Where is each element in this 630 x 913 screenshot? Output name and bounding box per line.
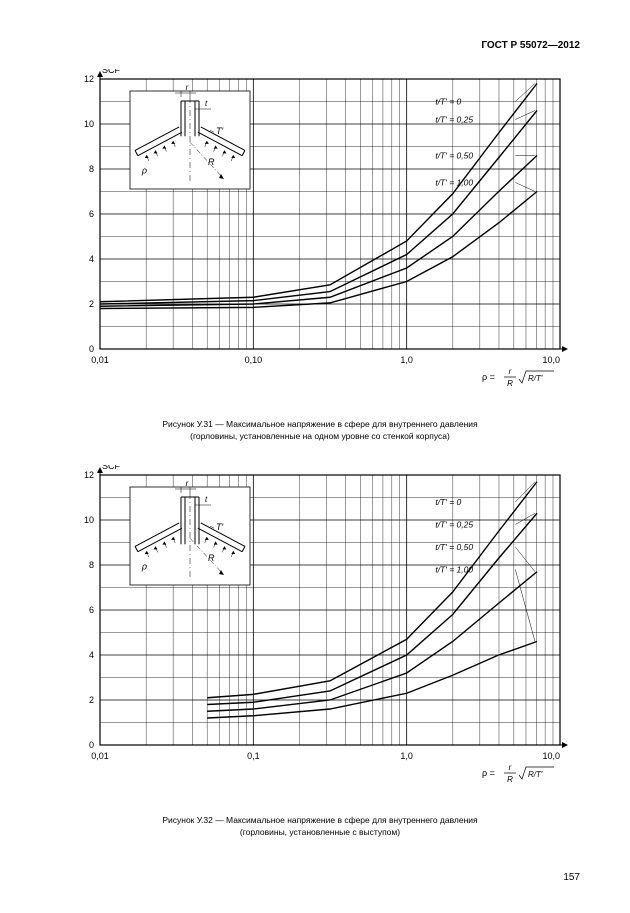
svg-text:12: 12 [84,74,94,84]
svg-text:4: 4 [89,650,94,660]
svg-text:t/T′ = 0,25: t/T′ = 0,25 [435,519,473,529]
svg-text:0,01: 0,01 [91,751,109,761]
svg-text:R/T′: R/T′ [528,770,543,779]
svg-text:6: 6 [89,209,94,219]
chart-y32: 024681012SCF0,010,11,010,0ρ = rRR/T′t/T′… [60,465,580,805]
svg-text:0,1: 0,1 [247,751,260,761]
svg-text:t/T′ = 1,00: t/T′ = 1,00 [435,564,473,574]
svg-text:t/T′ = 0,50: t/T′ = 0,50 [435,151,473,161]
caption-line2: (горловины, установленные с выступом) [240,827,400,837]
caption-line2: (горловины, установленные на одном уровн… [190,431,450,441]
svg-text:t/T′ = 0: t/T′ = 0 [435,97,461,107]
svg-text:2: 2 [89,695,94,705]
svg-text:R: R [507,775,513,784]
svg-text:t/T′ = 0,50: t/T′ = 0,50 [435,542,473,552]
svg-text:t/T′ = 0: t/T′ = 0 [435,497,461,507]
svg-text:r: r [509,367,512,376]
chart-y31-caption: Рисунок У.31 — Максимальное напряжение в… [60,419,580,443]
svg-text:R/T′: R/T′ [528,374,543,383]
svg-text:ρ: ρ [141,166,147,176]
svg-text:0: 0 [89,740,94,750]
svg-text:t/T′ = 0,25: t/T′ = 0,25 [435,115,473,125]
svg-text:1,0: 1,0 [400,751,413,761]
svg-text:R: R [507,379,513,388]
svg-text:8: 8 [89,560,94,570]
svg-text:0,10: 0,10 [245,355,263,365]
page: ГОСТ Р 55072—2012 024681012SCF0,010,101,… [0,0,630,913]
page-number: 157 [563,872,580,883]
svg-text:T′: T′ [216,522,223,532]
caption-line1: Рисунок У.32 — Максимальное напряжение в… [162,815,477,825]
svg-text:t/T′ = 1,00: t/T′ = 1,00 [435,178,473,188]
svg-text:ρ: ρ [141,561,147,571]
svg-text:R: R [208,553,215,563]
svg-text:2: 2 [89,299,94,309]
chart-y31-svg: 024681012SCF0,010,101,010,0ρ = rRR/T′t/T… [60,69,580,409]
svg-text:T′: T′ [216,126,223,136]
chart-y31: 024681012SCF0,010,101,010,0ρ = rRR/T′t/T… [60,69,580,409]
chart-y32-caption: Рисунок У.32 — Максимальное напряжение в… [60,815,580,839]
svg-text:r: r [509,763,512,772]
svg-text:4: 4 [89,254,94,264]
svg-text:SCF: SCF [102,465,121,471]
svg-text:ρ =: ρ = [482,768,495,778]
svg-text:1,0: 1,0 [400,355,413,365]
svg-text:0: 0 [89,344,94,354]
doc-header: ГОСТ Р 55072—2012 [60,40,580,51]
svg-text:6: 6 [89,605,94,615]
svg-text:ρ =: ρ = [482,372,495,382]
svg-text:10,0: 10,0 [542,751,560,761]
svg-text:SCF: SCF [102,69,121,75]
svg-text:10: 10 [84,119,94,129]
caption-line1: Рисунок У.31 — Максимальное напряжение в… [162,419,477,429]
svg-text:r: r [186,479,189,488]
svg-text:10: 10 [84,515,94,525]
chart-y32-svg: 024681012SCF0,010,11,010,0ρ = rRR/T′t/T′… [60,465,580,805]
svg-text:0,01: 0,01 [91,355,109,365]
svg-text:r: r [186,83,189,92]
svg-text:8: 8 [89,164,94,174]
svg-text:R: R [208,157,215,167]
svg-text:12: 12 [84,470,94,480]
svg-text:10,0: 10,0 [542,355,560,365]
